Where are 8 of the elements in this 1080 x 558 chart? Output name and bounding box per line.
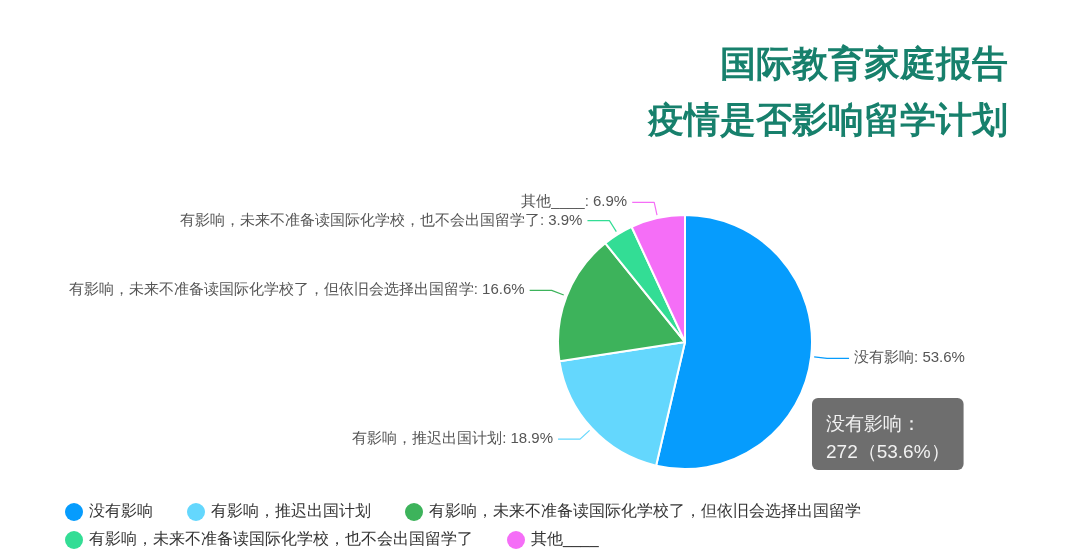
legend-label: 有影响，推迟出国计划 <box>211 502 371 520</box>
annotation: 没有影响： 272（53.6%） <box>812 398 964 470</box>
legend-label: 没有影响 <box>89 502 153 520</box>
legend-label: 有影响，未来不准备读国际化学校，也不会出国留学了 <box>89 530 473 548</box>
legend-label: 其他____ <box>531 530 600 549</box>
subtitle: 疫情是否影响留学计划 <box>648 99 1008 140</box>
legend-label: 有影响，未来不准备读国际化学校了，但依旧会选择出国留学 <box>429 502 861 520</box>
title: 国际教育家庭报告 <box>720 43 1008 84</box>
